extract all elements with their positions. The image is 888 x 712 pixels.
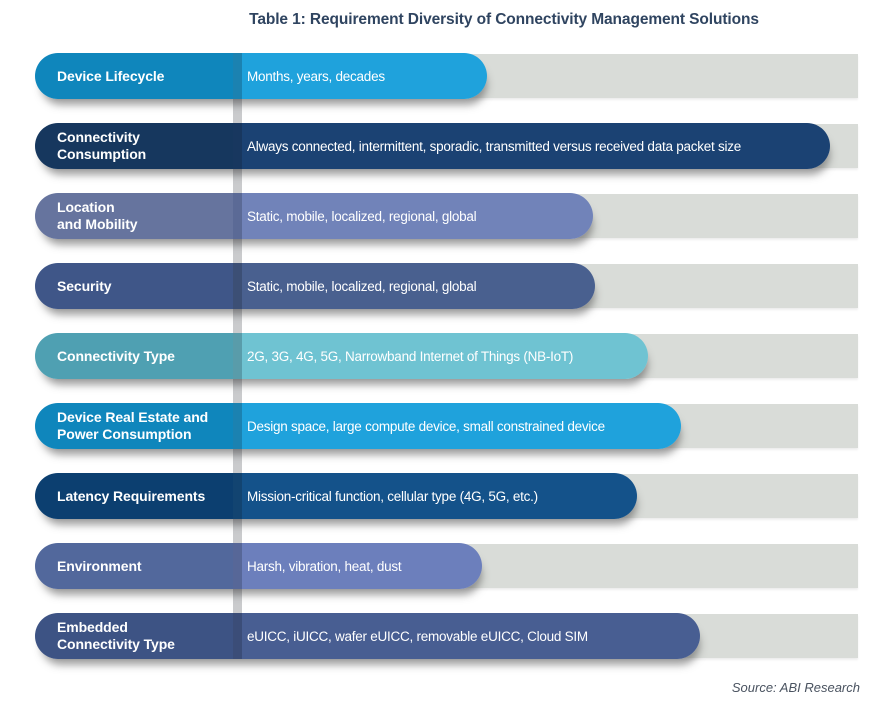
table-row: Device Lifecycle Months, years, decades — [35, 53, 858, 99]
row-category-label: Device Lifecycle — [57, 67, 165, 84]
row-values: Design space, large compute device, smal… — [233, 403, 681, 449]
row-pill: Device Lifecycle Months, years, decades — [35, 53, 487, 99]
figure-title: Table 1: Requirement Diversity of Connec… — [249, 11, 759, 28]
row-values-text: Months, years, decades — [247, 68, 385, 84]
row-values: 2G, 3G, 4G, 5G, Narrowband Internet of T… — [233, 333, 648, 379]
source-attribution: Source: ABI Research — [731, 680, 860, 695]
table-row: Connectivity Consumption Always connecte… — [35, 123, 858, 169]
row-category: Latency Requirements — [35, 473, 233, 519]
requirements-table: Device Lifecycle Months, years, decades … — [35, 53, 858, 659]
row-category-label: Location and Mobility — [57, 199, 138, 232]
row-category-label: Embedded Connectivity Type — [57, 619, 175, 652]
row-values-text: Always connected, intermittent, sporadic… — [247, 138, 741, 154]
table-row: Latency Requirements Mission-critical fu… — [35, 473, 858, 519]
row-pill: Latency Requirements Mission-critical fu… — [35, 473, 637, 519]
row-pill: Location and Mobility Static, mobile, lo… — [35, 193, 593, 239]
table-row: Connectivity Type 2G, 3G, 4G, 5G, Narrow… — [35, 333, 858, 379]
row-pill: Connectivity Consumption Always connecte… — [35, 123, 830, 169]
row-category-label: Latency Requirements — [57, 487, 206, 504]
row-category: Environment — [35, 543, 233, 589]
table-row: Security Static, mobile, localized, regi… — [35, 263, 858, 309]
table-row: Environment Harsh, vibration, heat, dust — [35, 543, 858, 589]
row-category: Connectivity Consumption — [35, 123, 233, 169]
row-category: Location and Mobility — [35, 193, 233, 239]
row-category: Security — [35, 263, 233, 309]
row-values-text: 2G, 3G, 4G, 5G, Narrowband Internet of T… — [247, 348, 574, 364]
row-category-label: Device Real Estate and Power Consumption — [57, 409, 209, 442]
row-values: eUICC, iUICC, wafer eUICC, removable eUI… — [233, 613, 700, 659]
row-values: Static, mobile, localized, regional, glo… — [233, 263, 595, 309]
row-pill: Device Real Estate and Power Consumption… — [35, 403, 681, 449]
row-category-label: Connectivity Consumption — [57, 129, 147, 162]
row-values-text: Harsh, vibration, heat, dust — [247, 558, 402, 574]
table-row: Embedded Connectivity Type eUICC, iUICC,… — [35, 613, 858, 659]
row-values-text: eUICC, iUICC, wafer eUICC, removable eUI… — [247, 628, 588, 644]
row-values: Harsh, vibration, heat, dust — [233, 543, 482, 589]
row-category: Device Lifecycle — [35, 53, 233, 99]
row-pill: Embedded Connectivity Type eUICC, iUICC,… — [35, 613, 700, 659]
table-row: Device Real Estate and Power Consumption… — [35, 403, 858, 449]
row-category-label: Environment — [57, 557, 142, 574]
label-value-divider-shadow — [233, 53, 242, 659]
row-values-text: Mission-critical function, cellular type… — [247, 488, 538, 504]
row-pill: Environment Harsh, vibration, heat, dust — [35, 543, 482, 589]
row-pill: Security Static, mobile, localized, regi… — [35, 263, 595, 309]
table-row: Location and Mobility Static, mobile, lo… — [35, 193, 858, 239]
row-category: Device Real Estate and Power Consumption — [35, 403, 233, 449]
row-values: Mission-critical function, cellular type… — [233, 473, 637, 519]
row-category-label: Security — [57, 277, 112, 294]
row-category: Connectivity Type — [35, 333, 233, 379]
row-values-text: Static, mobile, localized, regional, glo… — [247, 278, 477, 294]
row-values-text: Static, mobile, localized, regional, glo… — [247, 208, 477, 224]
row-category: Embedded Connectivity Type — [35, 613, 233, 659]
row-values: Always connected, intermittent, sporadic… — [233, 123, 830, 169]
row-category-label: Connectivity Type — [57, 347, 175, 364]
row-values: Static, mobile, localized, regional, glo… — [233, 193, 593, 239]
row-values: Months, years, decades — [233, 53, 487, 99]
row-pill: Connectivity Type 2G, 3G, 4G, 5G, Narrow… — [35, 333, 648, 379]
row-values-text: Design space, large compute device, smal… — [247, 418, 605, 434]
